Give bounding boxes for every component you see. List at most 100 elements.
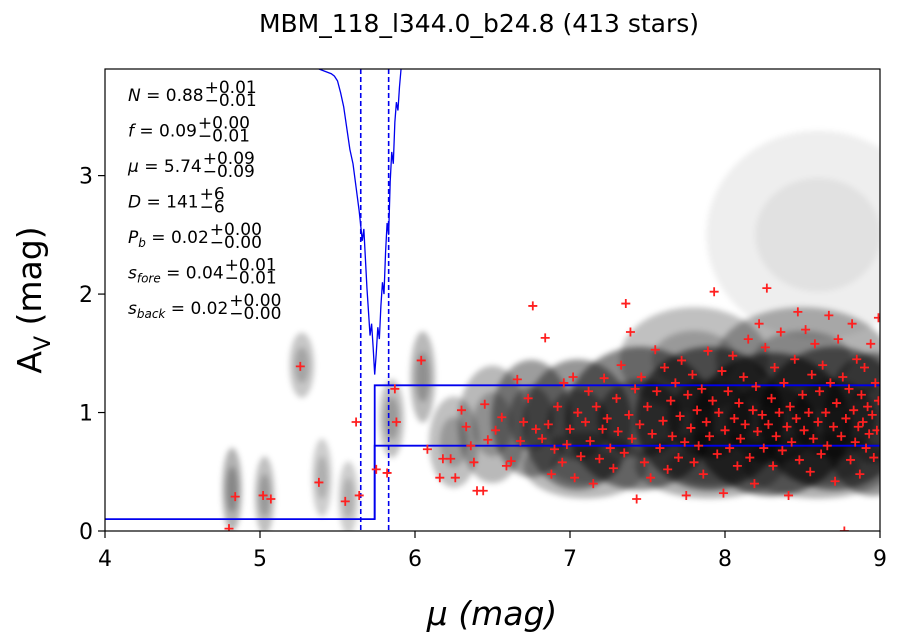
star-point <box>446 454 456 464</box>
star-point <box>605 443 615 453</box>
star-point <box>861 443 871 453</box>
star-point <box>351 417 361 427</box>
star-point <box>745 453 755 463</box>
star-point <box>588 479 598 489</box>
star-point <box>438 454 448 464</box>
star-point <box>729 413 739 423</box>
star-point <box>543 419 553 429</box>
fit-error-minus: −0.00 <box>229 304 281 324</box>
star-point <box>718 488 728 498</box>
star-point <box>725 443 735 453</box>
density-blob-core <box>294 347 309 383</box>
star-point <box>295 361 305 371</box>
density-blob-core <box>342 477 354 518</box>
star-point <box>666 396 676 406</box>
star-point <box>687 370 697 380</box>
star-point <box>371 464 381 474</box>
star-point <box>858 417 868 427</box>
star-point <box>686 423 696 433</box>
density-blob-core <box>652 330 736 388</box>
star-point <box>807 370 817 380</box>
star-point <box>748 405 758 415</box>
x-tick-label: 7 <box>563 547 577 572</box>
density-blob-core <box>755 178 880 292</box>
star-point <box>658 416 668 426</box>
star-point <box>829 422 838 432</box>
star-point <box>660 363 670 373</box>
density-blob-core <box>776 448 860 484</box>
star-point <box>616 360 626 370</box>
star-point <box>550 444 559 454</box>
star-point <box>824 310 834 320</box>
x-tick-label: 8 <box>718 547 732 572</box>
star-point <box>613 426 623 436</box>
star-point <box>562 440 572 450</box>
star-point <box>701 417 711 427</box>
star-point <box>559 378 569 388</box>
fit-error-minus: −0.01 <box>198 127 250 147</box>
star-point <box>732 461 742 471</box>
star-point <box>636 372 646 382</box>
star-point <box>594 454 604 464</box>
star-point <box>774 408 784 418</box>
star-point <box>624 410 634 420</box>
fit-parameter: μ = 5.74 <box>127 157 202 177</box>
star-point <box>643 402 652 412</box>
star-point <box>435 473 445 483</box>
star-point <box>680 437 690 447</box>
star-point <box>546 469 556 479</box>
star-point <box>491 425 501 435</box>
star-point <box>461 422 471 432</box>
star-point <box>675 411 685 421</box>
star-point <box>760 342 770 352</box>
star-point <box>810 339 820 349</box>
star-point <box>705 431 714 441</box>
star-point <box>650 345 660 355</box>
star-point <box>681 490 691 500</box>
star-point <box>771 431 781 441</box>
fit-error-plus: +0.01 <box>225 256 277 276</box>
star-point <box>759 443 769 453</box>
star-point <box>627 434 637 444</box>
x-tick-label: 9 <box>873 547 887 572</box>
star-point <box>692 405 702 415</box>
star-point <box>599 373 609 383</box>
star-point <box>777 445 787 455</box>
star-point <box>602 413 612 423</box>
star-point <box>822 441 832 451</box>
star-point <box>224 524 234 531</box>
star-point <box>501 461 511 471</box>
star-point <box>818 360 828 370</box>
star-point <box>314 477 324 487</box>
model-lower-line <box>373 444 880 520</box>
star-point <box>663 464 673 474</box>
star-point <box>570 473 580 483</box>
star-point <box>805 467 815 477</box>
star-point <box>390 384 400 394</box>
star-point <box>853 422 863 432</box>
density-blob-core <box>753 330 852 388</box>
star-point <box>833 334 843 344</box>
density-map <box>222 130 880 531</box>
star-point <box>591 402 601 412</box>
star-point <box>757 410 767 420</box>
star-point <box>709 287 719 297</box>
y-tick-label: 0 <box>79 520 93 545</box>
fit-parameter: sfore = 0.04 <box>128 264 224 286</box>
star-point <box>450 473 460 483</box>
star-point <box>779 378 789 388</box>
star-point <box>720 425 730 435</box>
star-point <box>540 333 550 343</box>
fit-error-plus: +6 <box>200 185 225 205</box>
star-point <box>782 422 792 432</box>
star-point <box>382 468 392 478</box>
fit-error-plus: +0.01 <box>205 78 257 98</box>
star-point <box>416 355 426 365</box>
star-point <box>683 390 693 400</box>
density-blob-core <box>316 456 328 500</box>
star-point <box>585 436 595 446</box>
fit-parameter: Pb = 0.02 <box>128 228 209 250</box>
star-point <box>422 444 432 454</box>
star-point <box>677 355 687 365</box>
star-point <box>815 386 825 396</box>
